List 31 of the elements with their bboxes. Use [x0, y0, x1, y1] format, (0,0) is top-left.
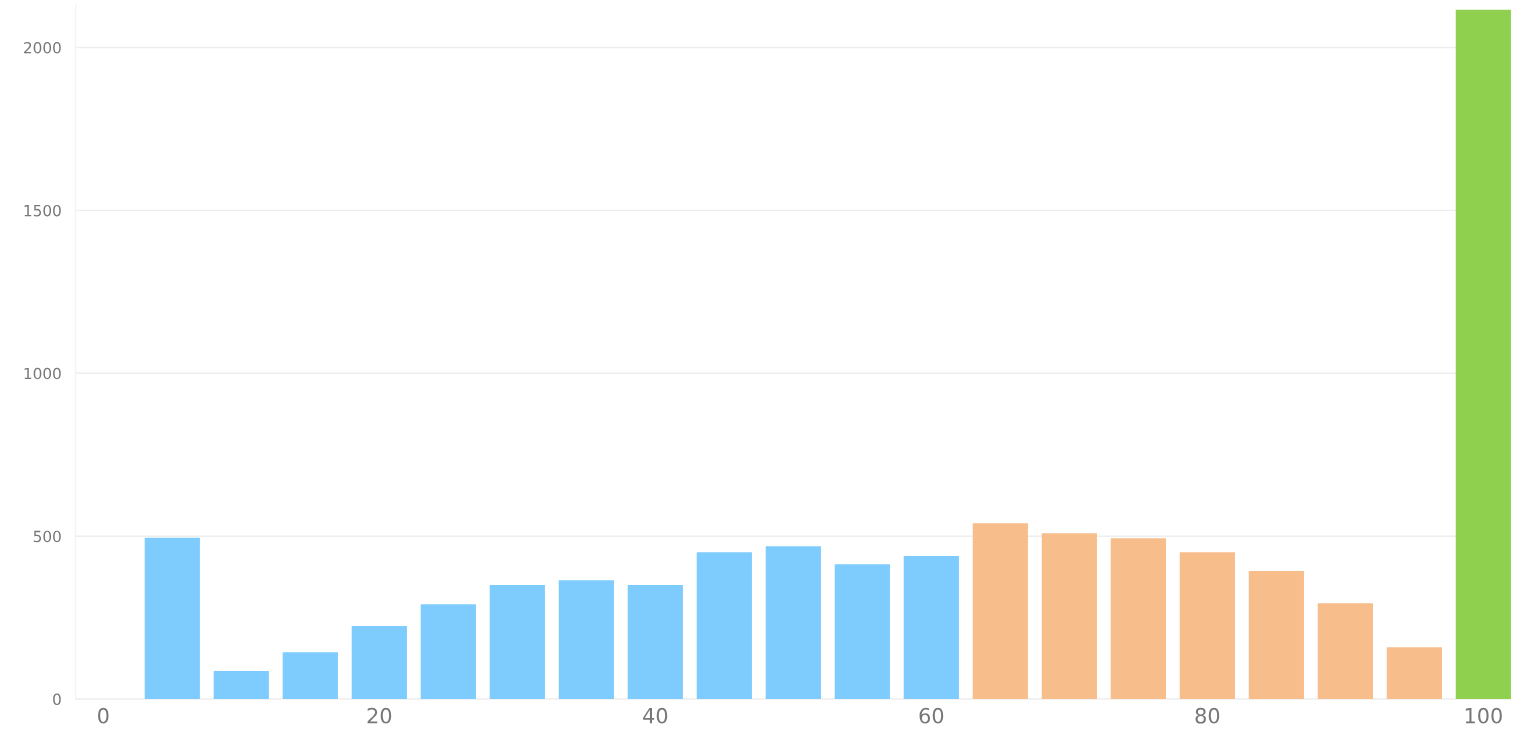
bar [558, 580, 614, 700]
x-tick-label: 80 [1195, 707, 1220, 724]
y-tick-label: 1500 [24, 204, 61, 217]
bar [903, 556, 959, 700]
bar [420, 604, 476, 700]
x-tick-label: 40 [643, 707, 668, 724]
bar [1179, 552, 1235, 700]
bar [144, 537, 200, 700]
bar [351, 626, 407, 700]
x-tick-label: 100 [1465, 707, 1502, 724]
y-tick-label: 0 [53, 693, 61, 706]
bar [1317, 603, 1373, 700]
y-tick-label: 2000 [24, 41, 61, 54]
bar [972, 523, 1028, 700]
bar [1110, 538, 1166, 700]
bar [1455, 9, 1511, 700]
bar [627, 585, 683, 700]
x-tick-label: 0 [98, 707, 109, 724]
bar [696, 552, 752, 700]
bar [1248, 571, 1304, 700]
bar [1041, 533, 1097, 700]
bar [489, 585, 545, 700]
bar [1386, 647, 1442, 700]
bar [282, 652, 338, 700]
x-tick-label: 20 [367, 707, 392, 724]
bar [834, 564, 890, 700]
y-tick-label: 1000 [24, 367, 61, 380]
bar [765, 546, 821, 700]
bar [213, 671, 269, 700]
y-tick-label: 500 [33, 530, 61, 543]
x-tick-label: 60 [919, 707, 944, 724]
